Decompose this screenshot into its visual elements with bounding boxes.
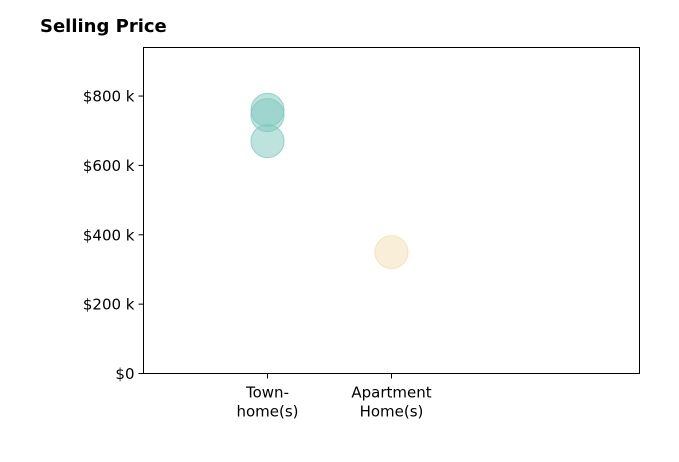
x-axis: Town-home(s) Apartment Home(s)	[236, 373, 432, 421]
y-axis: $0 $200 k $400 k $600 k $800 k	[83, 88, 144, 383]
x-tick-label-1: Apartment Home(s)	[351, 384, 431, 421]
chart-title: Selling Price	[40, 16, 167, 37]
x-tick-label-line: Apartment	[351, 384, 431, 402]
x-tick-label-0: Town-home(s)	[236, 384, 298, 421]
plot-frame	[143, 47, 640, 374]
data-point-3	[374, 235, 409, 270]
x-tick-label-line: Home(s)	[360, 403, 424, 421]
x-tick-label-line: Town-	[245, 384, 289, 402]
y-tick-label-2: $400 k	[83, 226, 135, 244]
y-tick-label-0: $0	[115, 365, 134, 383]
y-tick-label-4: $800 k	[83, 88, 135, 106]
points-layer	[250, 92, 409, 270]
x-tick-label-line: home(s)	[236, 403, 298, 421]
y-tick-label-3: $600 k	[83, 157, 135, 175]
y-tick-label-1: $200 k	[83, 296, 135, 314]
data-point-2	[250, 124, 285, 159]
